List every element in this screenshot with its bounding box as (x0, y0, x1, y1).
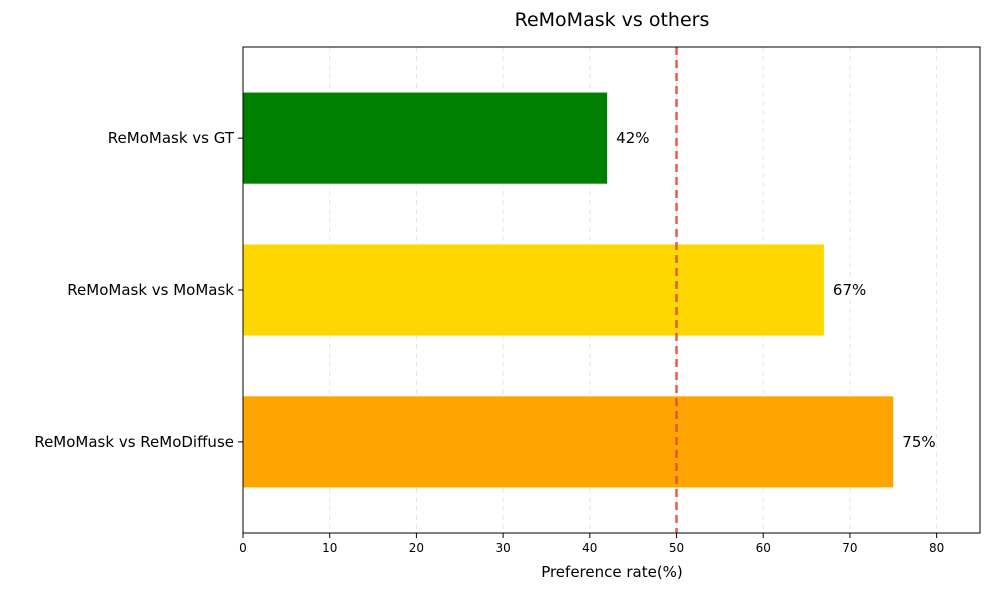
data-label: 42% (616, 129, 649, 147)
data-labels: 42% 67% 75% (616, 129, 935, 451)
x-axis-ticks: 0 10 20 30 40 50 60 70 80 (239, 533, 944, 555)
x-tick-label: 40 (582, 541, 597, 555)
bar (243, 396, 894, 488)
chart-title: ReMoMask vs others (515, 9, 710, 31)
bars (243, 92, 894, 488)
x-tick-label: 20 (409, 541, 424, 555)
y-tick-label: ReMoMask vs GT (108, 129, 235, 147)
data-label: 67% (833, 281, 866, 299)
y-tick-label: ReMoMask vs MoMask (67, 281, 234, 299)
x-tick-label: 50 (669, 541, 684, 555)
bar (243, 92, 608, 184)
x-tick-label: 30 (495, 541, 510, 555)
x-axis-label: Preference rate(%) (541, 563, 683, 581)
x-tick-label: 70 (842, 541, 857, 555)
x-tick-label: 60 (756, 541, 771, 555)
x-tick-label: 10 (322, 541, 337, 555)
bar (243, 244, 824, 336)
x-tick-label: 0 (239, 541, 247, 555)
y-axis-ticks: ReMoMask vs GT ReMoMask vs MoMask ReMoMask… (34, 129, 243, 451)
x-tick-label: 80 (929, 541, 944, 555)
data-label: 75% (902, 433, 935, 451)
y-tick-label: ReMoMask vs ReMoDiffuse (34, 433, 234, 451)
